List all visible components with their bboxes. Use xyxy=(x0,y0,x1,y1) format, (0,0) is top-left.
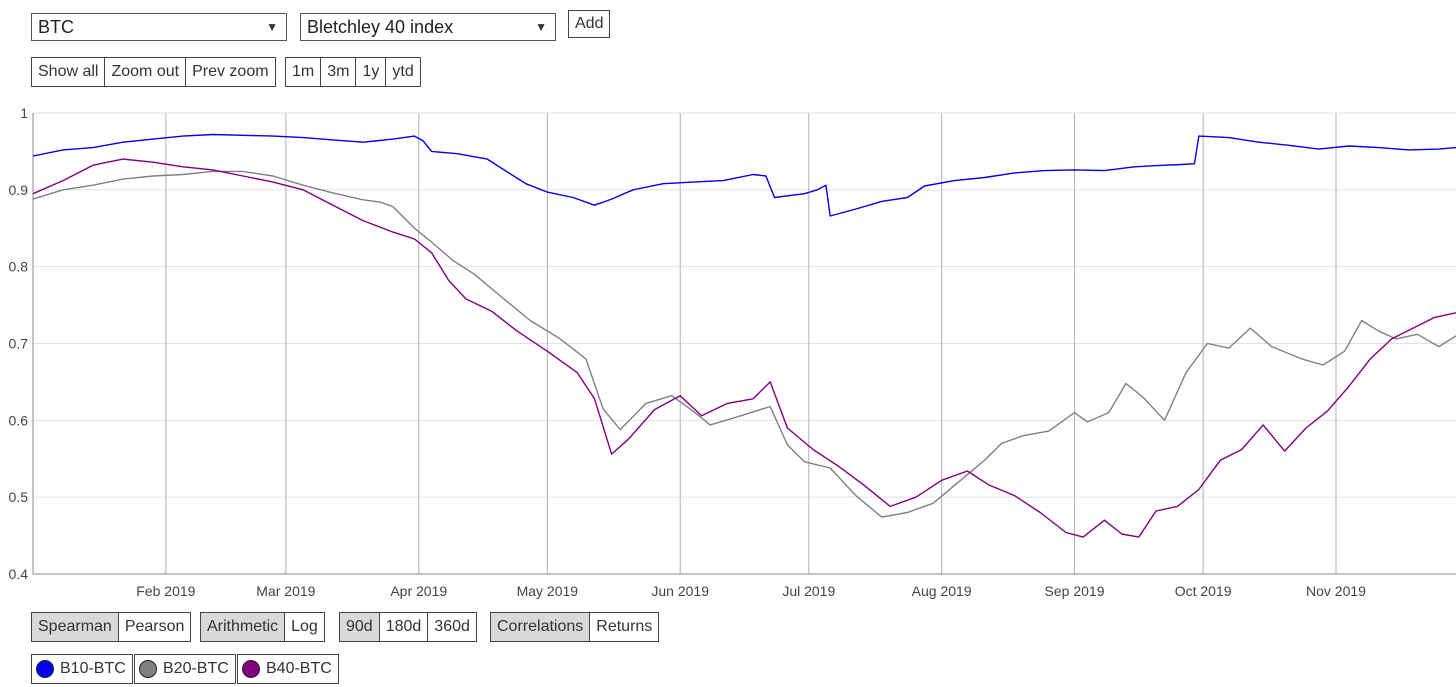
chart-axes: 0.4 0.5 0.6 0.7 0.8 0.9 1 Feb 2019 Mar 2019 Apr 2… xyxy=(9,105,1456,599)
spearman-button[interactable]: Spearman xyxy=(32,613,118,641)
chart-series xyxy=(32,133,1456,538)
x-tick-label: Feb 2019 xyxy=(136,583,195,599)
x-tick-label: Sep 2019 xyxy=(1045,583,1105,599)
series-line-b40-btc xyxy=(32,158,1456,538)
scale-toggle: Arithmetic Log xyxy=(200,612,325,642)
window-90d-button[interactable]: 90d xyxy=(340,613,379,641)
chevron-down-icon: ▼ xyxy=(266,20,278,34)
legend-label: B40-BTC xyxy=(266,660,332,677)
legend-b40-btc[interactable]: B40-BTC xyxy=(237,654,339,684)
range-button-group: 1m 3m 1y ytd xyxy=(285,57,421,87)
correlations-button[interactable]: Correlations xyxy=(491,613,590,641)
legend-label: B20-BTC xyxy=(163,660,229,677)
range-1m-button[interactable]: 1m xyxy=(286,58,321,86)
x-tick-label: Oct 2019 xyxy=(1175,583,1232,599)
range-3m-button[interactable]: 3m xyxy=(320,58,356,86)
arithmetic-button[interactable]: Arithmetic xyxy=(201,613,285,641)
legend-dot-icon xyxy=(36,660,54,678)
log-button[interactable]: Log xyxy=(284,613,324,641)
range-ytd-button[interactable]: ytd xyxy=(385,58,420,86)
x-tick-label: Nov 2019 xyxy=(1306,583,1366,599)
add-button[interactable]: Add xyxy=(568,10,610,38)
chart-grid xyxy=(33,112,1456,575)
zoom-button-group: Show all Zoom out Prev zoom xyxy=(31,57,276,87)
series-line-b10-btc xyxy=(32,133,1456,217)
pearson-button[interactable]: Pearson xyxy=(117,613,191,641)
x-tick-label: May 2019 xyxy=(517,583,579,599)
window-180d-button[interactable]: 180d xyxy=(378,613,428,641)
legend-dot-icon xyxy=(242,660,260,678)
x-tick-label: Mar 2019 xyxy=(256,583,315,599)
window-toggle: 90d 180d 360d xyxy=(339,612,477,642)
mode-toggle: Correlations Returns xyxy=(490,612,660,642)
y-tick-label: 0.4 xyxy=(9,566,29,582)
show-all-button[interactable]: Show all xyxy=(32,58,105,86)
x-tick-label: Apr 2019 xyxy=(390,583,447,599)
legend-b20-btc[interactable]: B20-BTC xyxy=(134,654,236,684)
range-1y-button[interactable]: 1y xyxy=(355,58,386,86)
legend-b10-btc[interactable]: B10-BTC xyxy=(31,654,133,684)
legend-dot-icon xyxy=(139,660,157,678)
y-tick-label: 0.9 xyxy=(9,182,29,198)
x-tick-label: Jul 2019 xyxy=(782,583,835,599)
chevron-down-icon: ▼ xyxy=(535,20,547,34)
returns-button[interactable]: Returns xyxy=(589,613,659,641)
method-toggle: Spearman Pearson xyxy=(31,612,192,642)
y-tick-label: 1 xyxy=(20,105,28,121)
index-select[interactable]: Bletchley 40 index ▼ xyxy=(300,13,556,41)
asset-select-value: BTC xyxy=(38,17,74,37)
x-tick-label: Aug 2019 xyxy=(912,583,972,599)
zoom-out-button[interactable]: Zoom out xyxy=(104,58,186,86)
y-tick-label: 0.6 xyxy=(9,412,29,428)
y-tick-label: 0.7 xyxy=(9,336,29,352)
legend-label: B10-BTC xyxy=(60,660,126,677)
y-tick-label: 0.8 xyxy=(9,259,29,275)
correlation-chart[interactable]: 0.4 0.5 0.6 0.7 0.8 0.9 1 Feb 2019 Mar 2019 Apr 2… xyxy=(0,0,1456,600)
y-tick-label: 0.5 xyxy=(9,489,29,505)
index-select-value: Bletchley 40 index xyxy=(307,17,454,37)
x-tick-label: Jun 2019 xyxy=(651,583,709,599)
window-360d-button[interactable]: 360d xyxy=(427,613,476,641)
series-line-b20-btc xyxy=(32,170,1456,518)
asset-select[interactable]: BTC ▼ xyxy=(31,13,287,41)
prev-zoom-button[interactable]: Prev zoom xyxy=(185,58,275,86)
